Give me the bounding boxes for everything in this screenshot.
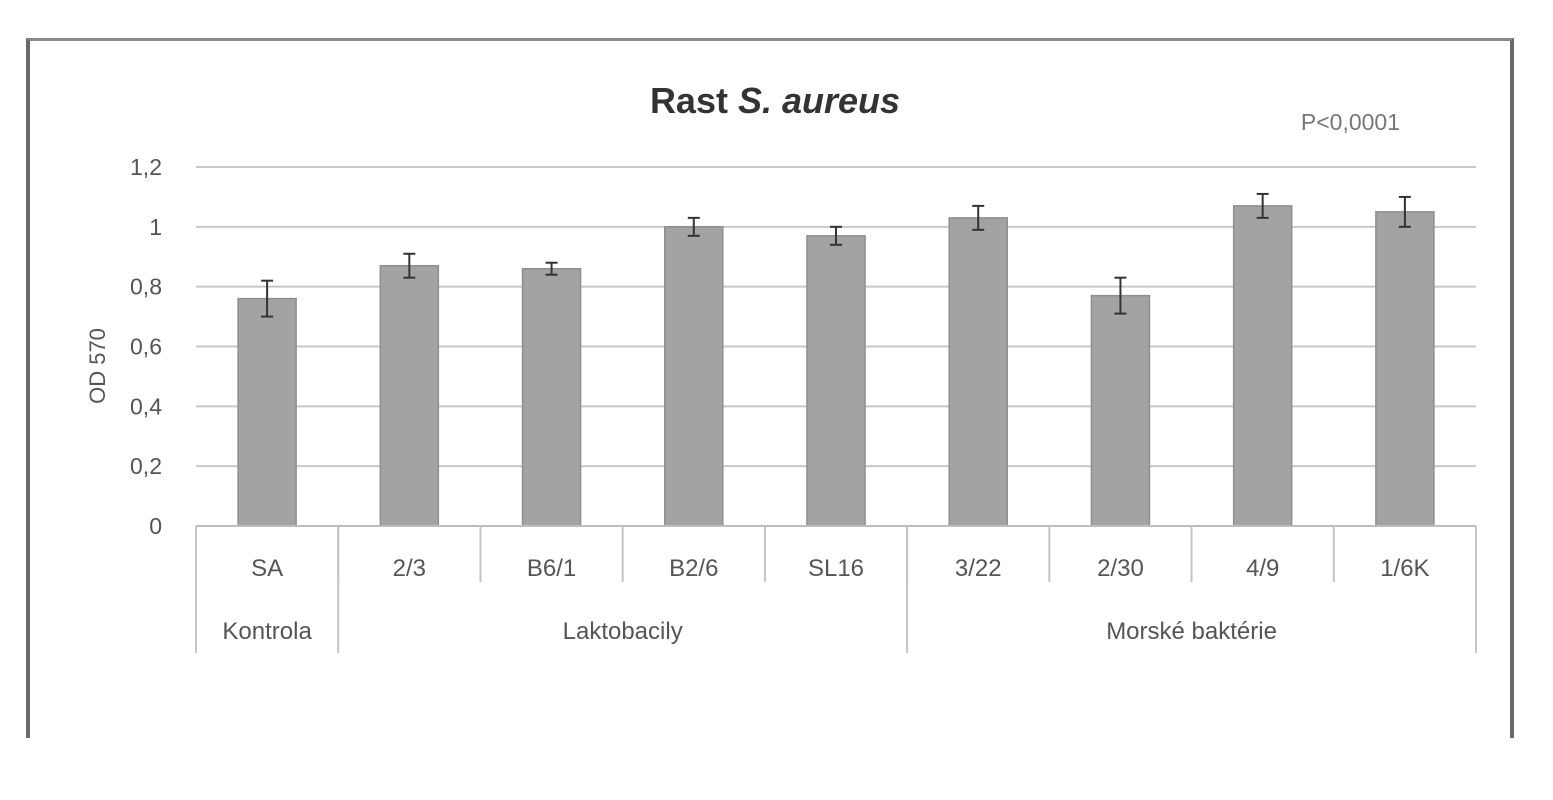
x-tick-label: 1/6K — [1380, 555, 1429, 582]
bar-2/30 — [1090, 294, 1151, 527]
x-tick-label: 2/30 — [1097, 555, 1144, 582]
bar-1/6K — [1375, 211, 1435, 527]
chart-title-italic: S. aureus — [738, 80, 900, 121]
y-tick-label: 1 — [149, 214, 162, 240]
y-tick-label: 0,2 — [130, 453, 162, 479]
bar-B2/6 — [664, 226, 724, 527]
group-label: Laktobacily — [563, 618, 683, 645]
p-value-annotation: P<0,0001 — [1301, 109, 1400, 135]
y-axis-label: OD 570 — [85, 328, 110, 404]
bar-3/22 — [948, 217, 1008, 527]
x-tick-label: 3/22 — [955, 555, 1002, 582]
x-tick-label: SA — [251, 555, 283, 582]
y-tick-label: 1,2 — [130, 154, 162, 180]
y-tick-label: 0,8 — [130, 274, 162, 300]
y-tick-label: 0,6 — [130, 334, 162, 360]
bar-B6/1 — [521, 267, 582, 527]
x-tick-label: 2/3 — [393, 555, 426, 582]
group-label: Morské baktérie — [1106, 618, 1277, 645]
y-tick-labels: 0 0,2 0,4 0,6 0,8 1 1,2 — [130, 154, 162, 539]
chart-title: Rast S. aureus — [650, 80, 900, 121]
chart-title-prefix: Rast — [650, 80, 738, 121]
error-bars — [261, 192, 1411, 318]
y-tick-label: 0,4 — [130, 393, 162, 419]
x-axis: SA 2/3 B6/1 B2/6 SL16 3/22 2/30 4/9 1/6K Kontrola… — [195, 525, 1477, 653]
bars — [237, 205, 1435, 527]
bar-4/9 — [1232, 205, 1293, 527]
x-tick-label: B6/1 — [527, 555, 576, 582]
x-tick-label: SL16 — [808, 555, 864, 582]
x-tick-label: 4/9 — [1246, 555, 1279, 582]
y-tick-label: 0 — [149, 513, 162, 539]
bar-chart: Rast S. aureus P<0,0001 OD 570 0 0,2 0,4 0,… — [85, 80, 1477, 653]
chart-frame: Rast S. aureus P<0,0001 OD 570 0 0,2 0,4 0,… — [26, 38, 1514, 738]
bar-2/3 — [379, 264, 440, 527]
bar-SA — [237, 297, 297, 527]
bar-SL16 — [806, 235, 866, 527]
group-label: Kontrola — [222, 618, 312, 645]
x-tick-label: B2/6 — [669, 555, 718, 582]
